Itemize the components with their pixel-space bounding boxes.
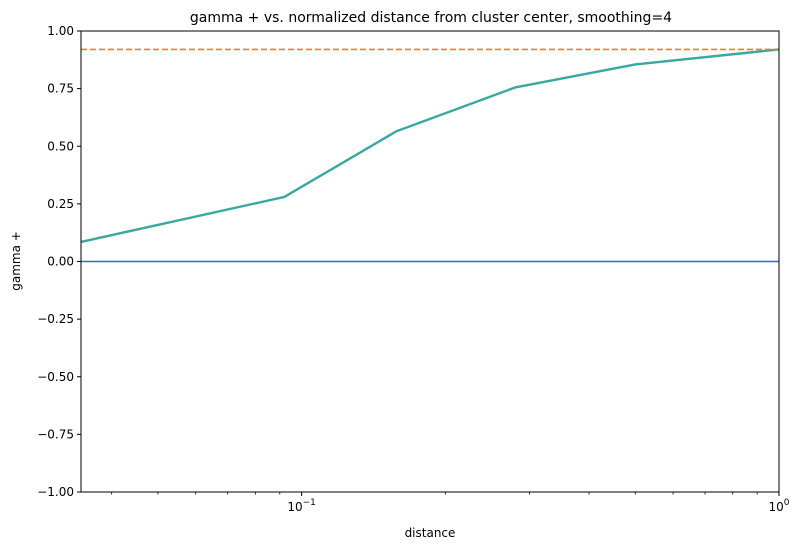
axes-layer: −1.00 −0.75 −0.50 −0.25 0.00 0.25 0.50 0.75 1.00… — [37, 24, 790, 514]
y-tick-label: 0.25 — [47, 197, 74, 211]
series-layer — [80, 48, 780, 263]
y-tick-label: 0.75 — [47, 82, 74, 96]
x-tick-label: 100 — [768, 498, 789, 514]
chart-title: gamma + vs. normalized distance from clu… — [190, 10, 672, 26]
y-tick-label: 0.50 — [47, 139, 74, 153]
series-line-0 — [80, 48, 780, 244]
y-axis-title: gamma + — [9, 231, 23, 291]
x-axis-title: distance — [405, 526, 456, 540]
y-tick-label: −1.00 — [37, 485, 74, 499]
y-tick-label: −0.75 — [37, 427, 74, 441]
y-tick-label: 0.00 — [47, 255, 74, 269]
x-tick-label: 10−1 — [287, 498, 316, 514]
y-tick-label: −0.50 — [37, 370, 74, 384]
y-tick-label: 1.00 — [47, 24, 74, 38]
y-tick-label: −0.25 — [37, 312, 74, 326]
